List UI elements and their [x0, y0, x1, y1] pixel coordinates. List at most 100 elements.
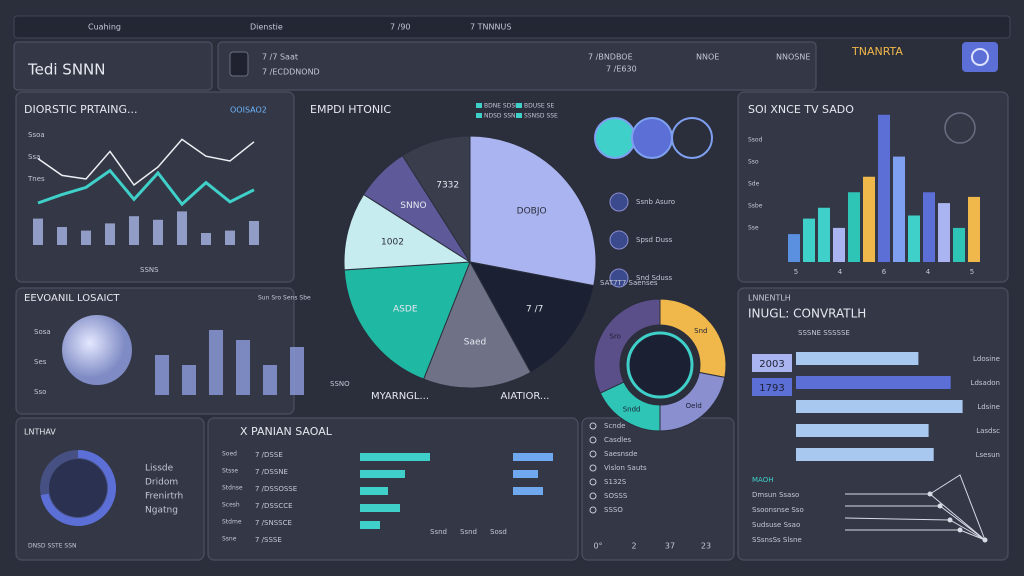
label: Saesnsde — [604, 450, 638, 458]
bar — [263, 365, 277, 395]
label: Ldsine — [977, 403, 1000, 411]
bubble — [62, 315, 132, 385]
label: Sse — [748, 225, 759, 232]
label: 7332 — [436, 181, 459, 191]
label: Lissde — [145, 464, 174, 474]
label: MAOH — [752, 476, 773, 484]
progress — [360, 487, 388, 495]
label: Dienstie — [250, 23, 283, 32]
label: MYARNGL... — [371, 391, 429, 402]
label: AIATIOR... — [501, 391, 550, 402]
label: 23 — [701, 542, 711, 551]
label: LNNENTLH — [748, 294, 791, 303]
label: SSSO — [604, 506, 623, 514]
progress — [360, 453, 430, 461]
legend-swatch — [476, 103, 482, 108]
icon-circle — [671, 117, 713, 159]
label: Frenirtrh — [145, 492, 183, 502]
pie-slice — [401, 135, 471, 264]
bar — [249, 221, 259, 245]
label: Lasdsc — [976, 427, 1000, 435]
bar — [81, 230, 91, 245]
bar — [33, 218, 43, 245]
bar — [182, 365, 196, 395]
bar — [968, 196, 980, 262]
bar — [923, 192, 935, 262]
label: BDUSE SE — [524, 103, 554, 110]
hbar — [796, 400, 963, 413]
bar — [155, 355, 169, 395]
label: 7 /SNSSCE — [255, 519, 292, 527]
table-panel — [207, 417, 579, 561]
label: 7 /90 — [390, 23, 411, 32]
bar — [129, 216, 139, 245]
label: DNSD SSTE SSN — [28, 543, 77, 550]
bar — [938, 203, 950, 262]
hbar — [796, 352, 919, 365]
header-info — [217, 41, 817, 91]
hbar — [796, 424, 929, 437]
bar — [153, 219, 163, 245]
avatar-button[interactable] — [962, 42, 998, 72]
label: Ses — [34, 358, 47, 366]
ring-segment — [593, 298, 661, 394]
eev-panel — [15, 287, 295, 415]
bar — [105, 223, 115, 245]
label: Ssnb Asuro — [636, 198, 675, 206]
label: Sde — [748, 181, 760, 188]
bar — [833, 227, 845, 262]
legend-swatch — [516, 103, 522, 108]
icon — [229, 51, 249, 77]
legend-swatch — [516, 113, 522, 118]
label: NDSD SSNE — [484, 113, 520, 120]
bar — [893, 156, 905, 262]
bar — [177, 211, 187, 245]
label: Vislon Sauts — [604, 464, 647, 472]
icon-circle — [631, 117, 673, 159]
progress — [513, 470, 538, 478]
panel-title: INUGL: CONVRATLH — [748, 307, 866, 321]
label: Ssne — [222, 536, 237, 543]
label: 5 — [794, 268, 798, 276]
label: Ssod — [748, 137, 763, 144]
label: S132S — [604, 478, 627, 486]
icon — [609, 192, 629, 212]
label: 5 — [970, 268, 974, 276]
bar — [953, 227, 965, 262]
label: SSsnsSs Slsne — [752, 536, 802, 544]
label: Scnde — [604, 422, 625, 430]
progress — [360, 521, 380, 529]
label: Ssa — [28, 153, 40, 161]
label: 7 /E630 — [606, 65, 637, 74]
ring-core — [626, 331, 694, 399]
label: Sndd — [623, 406, 641, 414]
label: 6 — [882, 268, 887, 276]
label: Cuahing — [88, 23, 121, 32]
label: 7 /SSSE — [255, 536, 282, 544]
bullet — [589, 436, 597, 444]
label: 7 /7 — [526, 305, 543, 315]
label: Stsse — [222, 468, 238, 475]
label: Sun Sro Sens Sbe — [258, 295, 311, 302]
progress — [513, 453, 553, 461]
label: Sosd — [490, 528, 507, 536]
hbar — [796, 448, 934, 461]
label: Scesh — [222, 502, 240, 509]
bullet — [589, 478, 597, 486]
label: Dridom — [145, 478, 178, 488]
label: 4 — [926, 268, 931, 276]
panel-title: EEVOANIL LOSAICT — [24, 293, 120, 304]
label: 7 /DSSE — [255, 451, 283, 459]
line — [37, 138, 255, 187]
label: SSNSD SSE — [524, 113, 558, 120]
panel-title: LNTHAV — [24, 428, 56, 437]
label: Ldsadon — [971, 379, 1000, 387]
network-nodes — [927, 491, 988, 543]
stat-box — [752, 378, 792, 396]
label: Stdnse — [222, 485, 243, 492]
label: Tnes — [27, 175, 45, 183]
label: Ssnd — [460, 528, 477, 536]
label: Sso — [748, 159, 759, 166]
bullet — [589, 450, 597, 458]
label: 2003 — [759, 359, 784, 370]
